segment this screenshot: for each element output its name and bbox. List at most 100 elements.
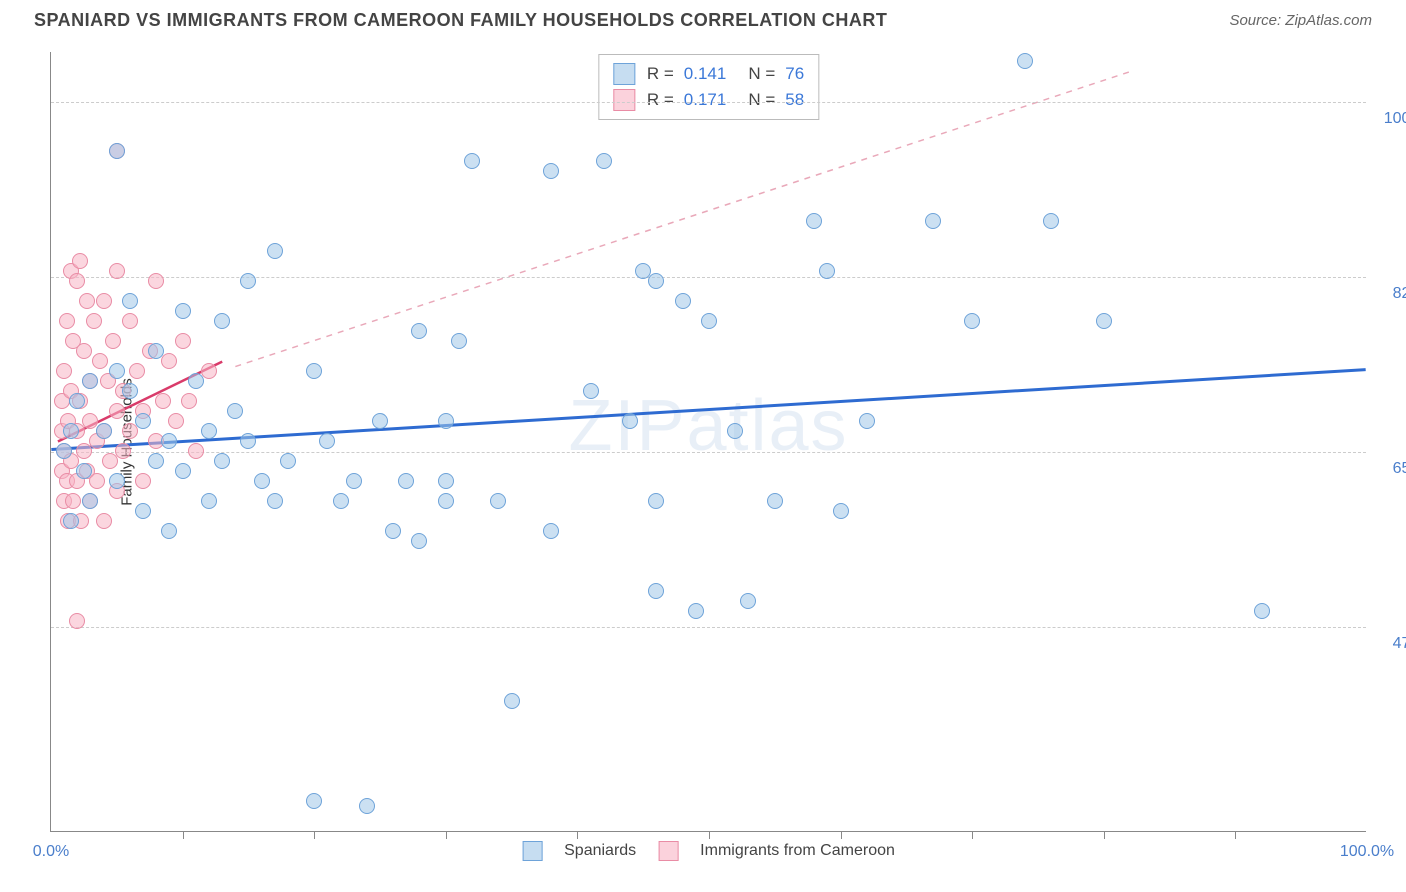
scatter-point — [359, 798, 375, 814]
scatter-point — [306, 363, 322, 379]
scatter-point — [648, 583, 664, 599]
scatter-point — [122, 383, 138, 399]
scatter-point — [227, 403, 243, 419]
scatter-point — [596, 153, 612, 169]
scatter-point — [56, 363, 72, 379]
watermark: ZIPatlas — [568, 385, 848, 467]
scatter-point — [543, 163, 559, 179]
scatter-point — [96, 423, 112, 439]
scatter-point — [76, 463, 92, 479]
scatter-point — [372, 413, 388, 429]
y-tick-label: 82.5% — [1374, 285, 1406, 303]
scatter-point — [767, 493, 783, 509]
scatter-point — [148, 273, 164, 289]
scatter-point — [109, 473, 125, 489]
legend-swatch-pink — [658, 841, 678, 861]
scatter-point — [63, 423, 79, 439]
scatter-point — [129, 363, 145, 379]
source-label: Source: ZipAtlas.com — [1229, 12, 1372, 29]
scatter-point — [89, 473, 105, 489]
scatter-point — [833, 503, 849, 519]
scatter-point — [181, 393, 197, 409]
x-tick-mark — [577, 831, 578, 839]
x-tick-mark — [709, 831, 710, 839]
legend-label-pink: Immigrants from Cameroon — [700, 842, 895, 860]
scatter-point — [214, 313, 230, 329]
scatter-point — [583, 383, 599, 399]
scatter-point — [201, 423, 217, 439]
chart-title: SPANIARD VS IMMIGRANTS FROM CAMEROON FAM… — [34, 10, 887, 31]
series-legend: Spaniards Immigrants from Cameroon — [522, 841, 895, 861]
scatter-point — [701, 313, 717, 329]
scatter-point — [72, 253, 88, 269]
scatter-point — [240, 273, 256, 289]
scatter-point — [69, 273, 85, 289]
scatter-point — [92, 353, 108, 369]
scatter-point — [385, 523, 401, 539]
r-label: R = — [647, 64, 674, 84]
scatter-point — [398, 473, 414, 489]
scatter-point — [201, 493, 217, 509]
scatter-point — [56, 443, 72, 459]
scatter-point — [411, 323, 427, 339]
x-tick-label: 100.0% — [1340, 843, 1394, 861]
scatter-point — [148, 453, 164, 469]
scatter-point — [148, 343, 164, 359]
r-value-pink: 0.171 — [684, 90, 727, 110]
scatter-point — [168, 413, 184, 429]
scatter-point — [254, 473, 270, 489]
scatter-point — [648, 273, 664, 289]
n-label: N = — [748, 90, 775, 110]
legend-swatch-blue — [613, 63, 635, 85]
x-tick-mark — [972, 831, 973, 839]
chart-plot-area: Family Households ZIPatlas R = 0.141 N =… — [50, 52, 1366, 832]
scatter-point — [86, 313, 102, 329]
scatter-point — [859, 413, 875, 429]
scatter-point — [155, 393, 171, 409]
legend-swatch-blue — [522, 841, 542, 861]
n-label: N = — [748, 64, 775, 84]
gridline — [51, 102, 1366, 103]
scatter-point — [267, 493, 283, 509]
scatter-point — [109, 363, 125, 379]
scatter-point — [214, 453, 230, 469]
scatter-point — [346, 473, 362, 489]
scatter-point — [105, 333, 121, 349]
scatter-point — [688, 603, 704, 619]
scatter-point — [306, 793, 322, 809]
scatter-point — [135, 413, 151, 429]
legend-row-blue: R = 0.141 N = 76 — [613, 61, 804, 87]
scatter-point — [69, 613, 85, 629]
scatter-point — [188, 443, 204, 459]
scatter-point — [122, 293, 138, 309]
scatter-point — [79, 293, 95, 309]
y-tick-label: 65.0% — [1374, 460, 1406, 478]
scatter-point — [175, 463, 191, 479]
scatter-point — [411, 533, 427, 549]
scatter-point — [82, 493, 98, 509]
n-value-blue: 76 — [785, 64, 804, 84]
x-tick-label: 0.0% — [33, 843, 69, 861]
scatter-point — [490, 493, 506, 509]
scatter-point — [675, 293, 691, 309]
x-tick-mark — [446, 831, 447, 839]
scatter-point — [135, 473, 151, 489]
scatter-point — [727, 423, 743, 439]
scatter-point — [175, 333, 191, 349]
scatter-point — [96, 293, 112, 309]
scatter-point — [115, 443, 131, 459]
gridline — [51, 452, 1366, 453]
scatter-point — [65, 493, 81, 509]
scatter-point — [622, 413, 638, 429]
scatter-point — [161, 523, 177, 539]
correlation-legend: R = 0.141 N = 76 R = 0.171 N = 58 — [598, 54, 819, 120]
x-tick-mark — [183, 831, 184, 839]
scatter-point — [59, 313, 75, 329]
scatter-point — [1043, 213, 1059, 229]
legend-label-blue: Spaniards — [564, 842, 636, 860]
scatter-point — [925, 213, 941, 229]
scatter-point — [82, 373, 98, 389]
scatter-point — [201, 363, 217, 379]
scatter-point — [1096, 313, 1112, 329]
scatter-point — [1017, 53, 1033, 69]
